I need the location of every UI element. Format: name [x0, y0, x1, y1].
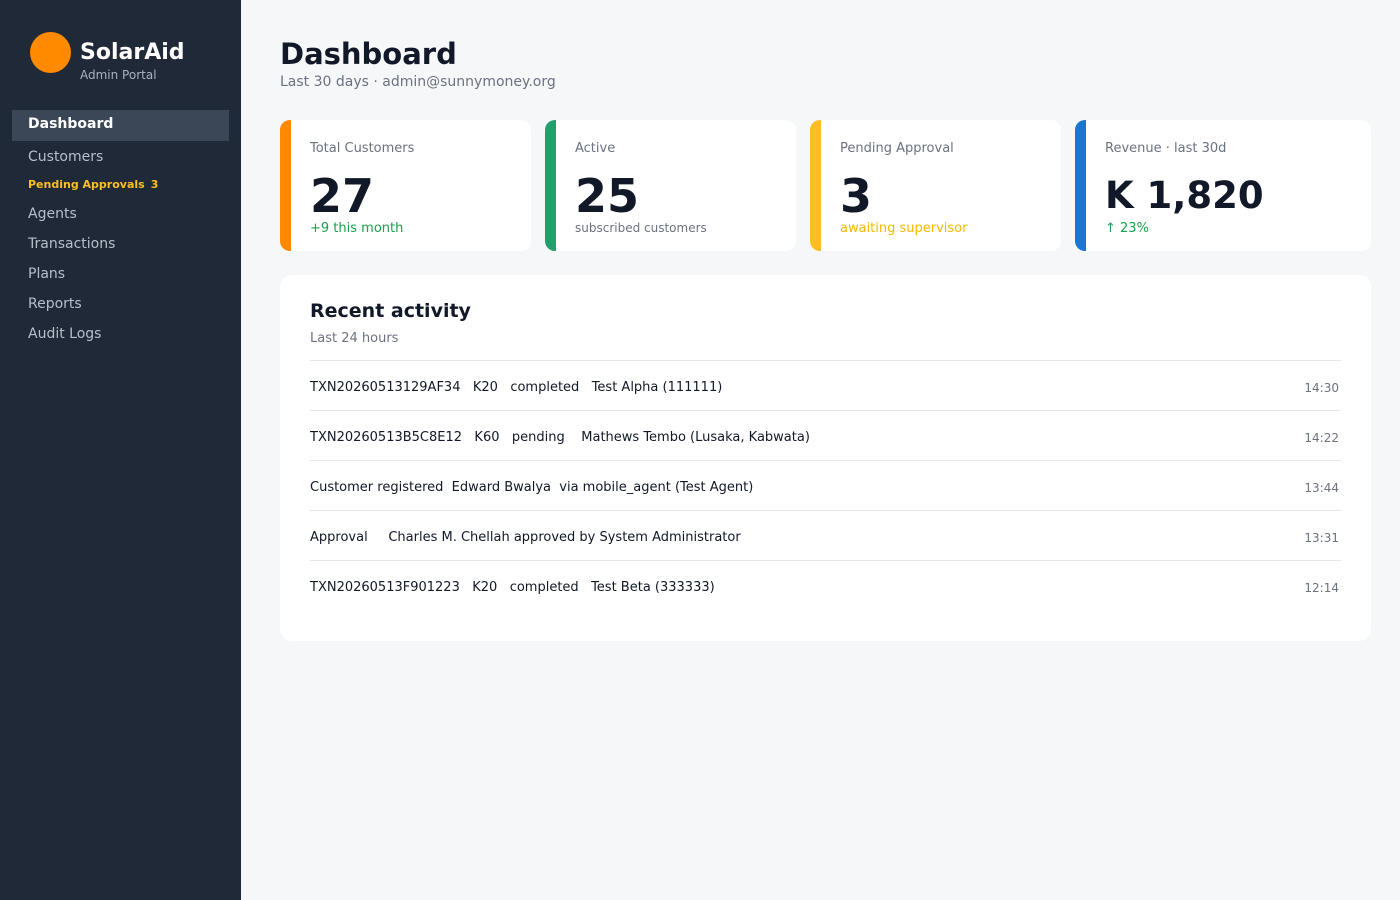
activity-list: TXN20260513129AF34 K20 completed Test Al… [310, 360, 1341, 610]
sidebar: SolarAid Admin Portal Dashboard Customer… [0, 0, 241, 900]
pending-approvals-label: Pending Approvals [28, 178, 145, 191]
page-title: Dashboard [280, 37, 457, 71]
stat-label: Revenue · last 30d [1105, 141, 1227, 156]
activity-time: 13:44 [1304, 481, 1339, 495]
sidebar-item-customers[interactable]: Customers [28, 149, 104, 165]
stat-value: K 1,820 [1105, 174, 1264, 217]
activity-description: Approval Charles M. Chellah approved by … [310, 530, 741, 545]
stat-note: awaiting supervisor [840, 221, 968, 236]
stat-value: 25 [575, 169, 640, 223]
recent-activity-title: Recent activity [310, 300, 471, 322]
stat-card-active: Active 25 subscribed customers [545, 120, 796, 251]
stat-accent-bar [1075, 120, 1086, 251]
brand-subtitle: Admin Portal [80, 68, 157, 82]
activity-row[interactable]: TXN20260513B5C8E12 K60 pending Mathews T… [310, 410, 1341, 460]
brand-name: SolarAid [80, 40, 185, 65]
stat-accent-bar [810, 120, 821, 251]
page-subtitle: Last 30 days · admin@sunnymoney.org [280, 74, 556, 90]
logo [30, 32, 71, 73]
activity-description: TXN20260513B5C8E12 K60 pending Mathews T… [310, 430, 810, 445]
stat-card-revenue: Revenue · last 30d K 1,820 ↑ 23% [1075, 120, 1371, 251]
stat-card-pending-approval: Pending Approval 3 awaiting supervisor [810, 120, 1061, 251]
recent-activity-panel: Recent activity Last 24 hours TXN2026051… [280, 275, 1371, 641]
activity-row[interactable]: TXN20260513129AF34 K20 completed Test Al… [310, 360, 1341, 410]
stat-accent-bar [280, 120, 291, 251]
sidebar-item-plans[interactable]: Plans [28, 266, 66, 282]
activity-description: TXN20260513F901223 K20 completed Test Be… [310, 580, 715, 595]
activity-row[interactable]: Customer registered Edward Bwalya via mo… [310, 460, 1341, 510]
stat-label: Pending Approval [840, 141, 954, 156]
activity-time: 14:22 [1304, 431, 1339, 445]
sidebar-item-transactions[interactable]: Transactions [28, 236, 116, 252]
sidebar-item-dashboard[interactable]: Dashboard [12, 110, 229, 141]
activity-time: 14:30 [1304, 381, 1339, 395]
stat-note: subscribed customers [575, 221, 707, 235]
activity-time: 12:14 [1304, 581, 1339, 595]
sidebar-item-audit-logs[interactable]: Audit Logs [28, 326, 102, 342]
stat-label: Active [575, 141, 616, 156]
stat-accent-bar [545, 120, 556, 251]
activity-time: 13:31 [1304, 531, 1339, 545]
stat-card-total-customers: Total Customers 27 +9 this month [280, 120, 531, 251]
pending-approvals-count-badge: 3 [150, 178, 159, 191]
stat-label: Total Customers [310, 141, 415, 156]
stat-note: +9 this month [310, 221, 404, 236]
stat-value: 3 [840, 169, 873, 223]
activity-row[interactable]: Approval Charles M. Chellah approved by … [310, 510, 1341, 560]
activity-description: Customer registered Edward Bwalya via mo… [310, 480, 754, 495]
sidebar-nav: Dashboard Customers Pending Approvals 3 A… [12, 110, 229, 349]
recent-activity-subtitle: Last 24 hours [310, 331, 399, 346]
sidebar-item-pending-approvals[interactable]: Pending Approvals 3 [12, 172, 229, 199]
activity-row[interactable]: TXN20260513F901223 K20 completed Test Be… [310, 560, 1341, 610]
stat-note: ↑ 23% [1105, 221, 1149, 236]
sidebar-item-reports[interactable]: Reports [28, 296, 82, 312]
stat-value: 27 [310, 169, 375, 223]
sidebar-item-agents[interactable]: Agents [28, 206, 77, 222]
activity-description: TXN20260513129AF34 K20 completed Test Al… [310, 380, 723, 395]
